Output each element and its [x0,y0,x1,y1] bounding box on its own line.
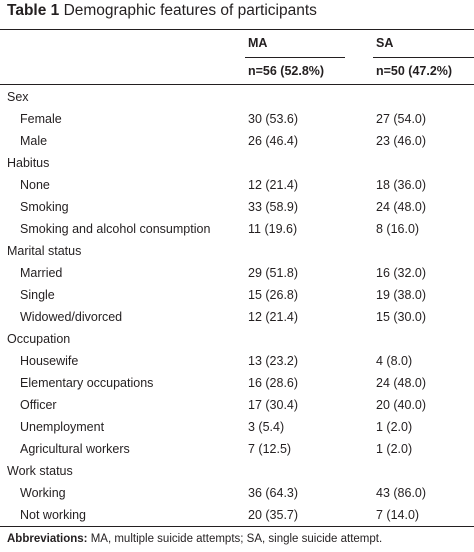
top-rule [0,29,474,30]
cell-ma: 12 (21.4) [248,178,299,192]
footnote-text: MA, multiple suicide attempts; SA, singl… [87,533,383,545]
cell-ma: 36 (64.3) [248,486,299,500]
row-label: Widowed/divorced [20,310,123,324]
cell-ma: 20 (35.7) [248,508,299,522]
cell-sa: 43 (86.0) [376,486,427,500]
cell-sa: 27 (54.0) [376,112,427,126]
cell-ma: 33 (58.9) [248,200,299,214]
cell-sa: 15 (30.0) [376,310,427,324]
row-label: Smoking [20,200,69,214]
table-title: Table 1 Demographic features of particip… [7,2,317,20]
cell-sa: 19 (38.0) [376,288,427,302]
n-ma: n=56 (52.8%) [248,64,325,78]
footnote: Abbreviations: MA, multiple suicide atte… [7,533,382,545]
row-label: Single [20,288,55,302]
table-caption: Demographic features of participants [63,2,317,19]
cell-sa: 24 (48.0) [376,200,427,214]
row-label: Unemployment [20,420,105,434]
cell-ma: 15 (26.8) [248,288,299,302]
table-row: Housewife 13 (23.2) 4 (8.0) [0,350,474,372]
group-row: Habitus [0,152,474,174]
header-ma: MA [248,36,268,50]
table-row: Single 15 (26.8) 19 (38.0) [0,284,474,306]
cell-sa: 24 (48.0) [376,376,427,390]
cell-ma: 17 (30.4) [248,398,299,412]
table-row: None 12 (21.4) 18 (36.0) [0,174,474,196]
row-label: Elementary occupations [20,376,154,390]
group-row: Occupation [0,328,474,350]
row-label: Working [20,486,66,500]
header-sa: SA [376,36,394,50]
cell-sa: 1 (2.0) [376,420,413,434]
table-row: Elementary occupations 16 (28.6) 24 (48.0) [0,372,474,394]
table-row: Married 29 (51.8) 16 (32.0) [0,262,474,284]
table-row: Female 30 (53.6) 27 (54.0) [0,108,474,130]
cell-sa: 8 (16.0) [376,222,420,236]
row-label: Not working [20,508,86,522]
cell-ma: 29 (51.8) [248,266,299,280]
header-bottom-rule [0,84,474,85]
group-label: Sex [7,90,29,104]
table-row: Not working 20 (35.7) 7 (14.0) [0,504,474,526]
cell-ma: 11 (19.6) [248,222,298,236]
cell-ma: 7 (12.5) [248,442,292,456]
cell-sa: 7 (14.0) [376,508,420,522]
group-row: Marital status [0,240,474,262]
table-row: Smoking 33 (58.9) 24 (48.0) [0,196,474,218]
table-row: Unemployment 3 (5.4) 1 (2.0) [0,416,474,438]
cell-sa: 18 (36.0) [376,178,427,192]
table-row: Male 26 (46.4) 23 (46.0) [0,130,474,152]
group-row: Work status [0,460,474,482]
cell-ma: 26 (46.4) [248,134,299,148]
table-row: Agricultural workers 7 (12.5) 1 (2.0) [0,438,474,460]
cell-ma: 12 (21.4) [248,310,299,324]
group-label: Habitus [7,156,50,170]
cell-ma: 3 (5.4) [248,420,285,434]
cell-sa: 4 (8.0) [376,354,413,368]
table-number: Table 1 [7,2,60,19]
row-label: Officer [20,398,57,412]
cell-sa: 16 (32.0) [376,266,427,280]
group-label: Work status [7,464,73,478]
row-label: Female [20,112,62,126]
n-sa: n=50 (47.2%) [376,64,453,78]
row-label: Male [20,134,48,148]
cell-sa: 1 (2.0) [376,442,413,456]
bottom-rule [0,526,474,527]
table-row: Working 36 (64.3) 43 (86.0) [0,482,474,504]
cell-ma: 13 (23.2) [248,354,299,368]
cell-sa: 20 (40.0) [376,398,427,412]
row-label: Housewife [20,354,79,368]
cell-ma: 30 (53.6) [248,112,299,126]
footnote-label: Abbreviations: [7,533,88,545]
group-label: Marital status [7,244,82,258]
row-label: Married [20,266,63,280]
cell-sa: 23 (46.0) [376,134,427,148]
group-row: Sex [0,86,474,108]
row-label: Smoking and alcohol consumption [20,222,211,236]
row-label: Agricultural workers [20,442,130,456]
cell-ma: 16 (28.6) [248,376,299,390]
row-label: None [20,178,50,192]
table-row: Officer 17 (30.4) 20 (40.0) [0,394,474,416]
table-row: Widowed/divorced 12 (21.4) 15 (30.0) [0,306,474,328]
ma-header-rule [245,57,345,58]
group-label: Occupation [7,332,71,346]
table-row: Smoking and alcohol consumption 11 (19.6)… [0,218,474,240]
sa-header-rule [373,57,474,58]
